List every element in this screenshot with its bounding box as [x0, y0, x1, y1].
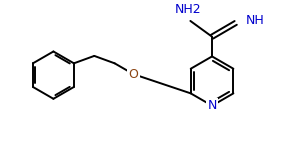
Text: O: O — [128, 68, 138, 81]
Text: NH2: NH2 — [175, 3, 202, 16]
Text: NH: NH — [246, 14, 264, 28]
Text: N: N — [207, 99, 217, 112]
